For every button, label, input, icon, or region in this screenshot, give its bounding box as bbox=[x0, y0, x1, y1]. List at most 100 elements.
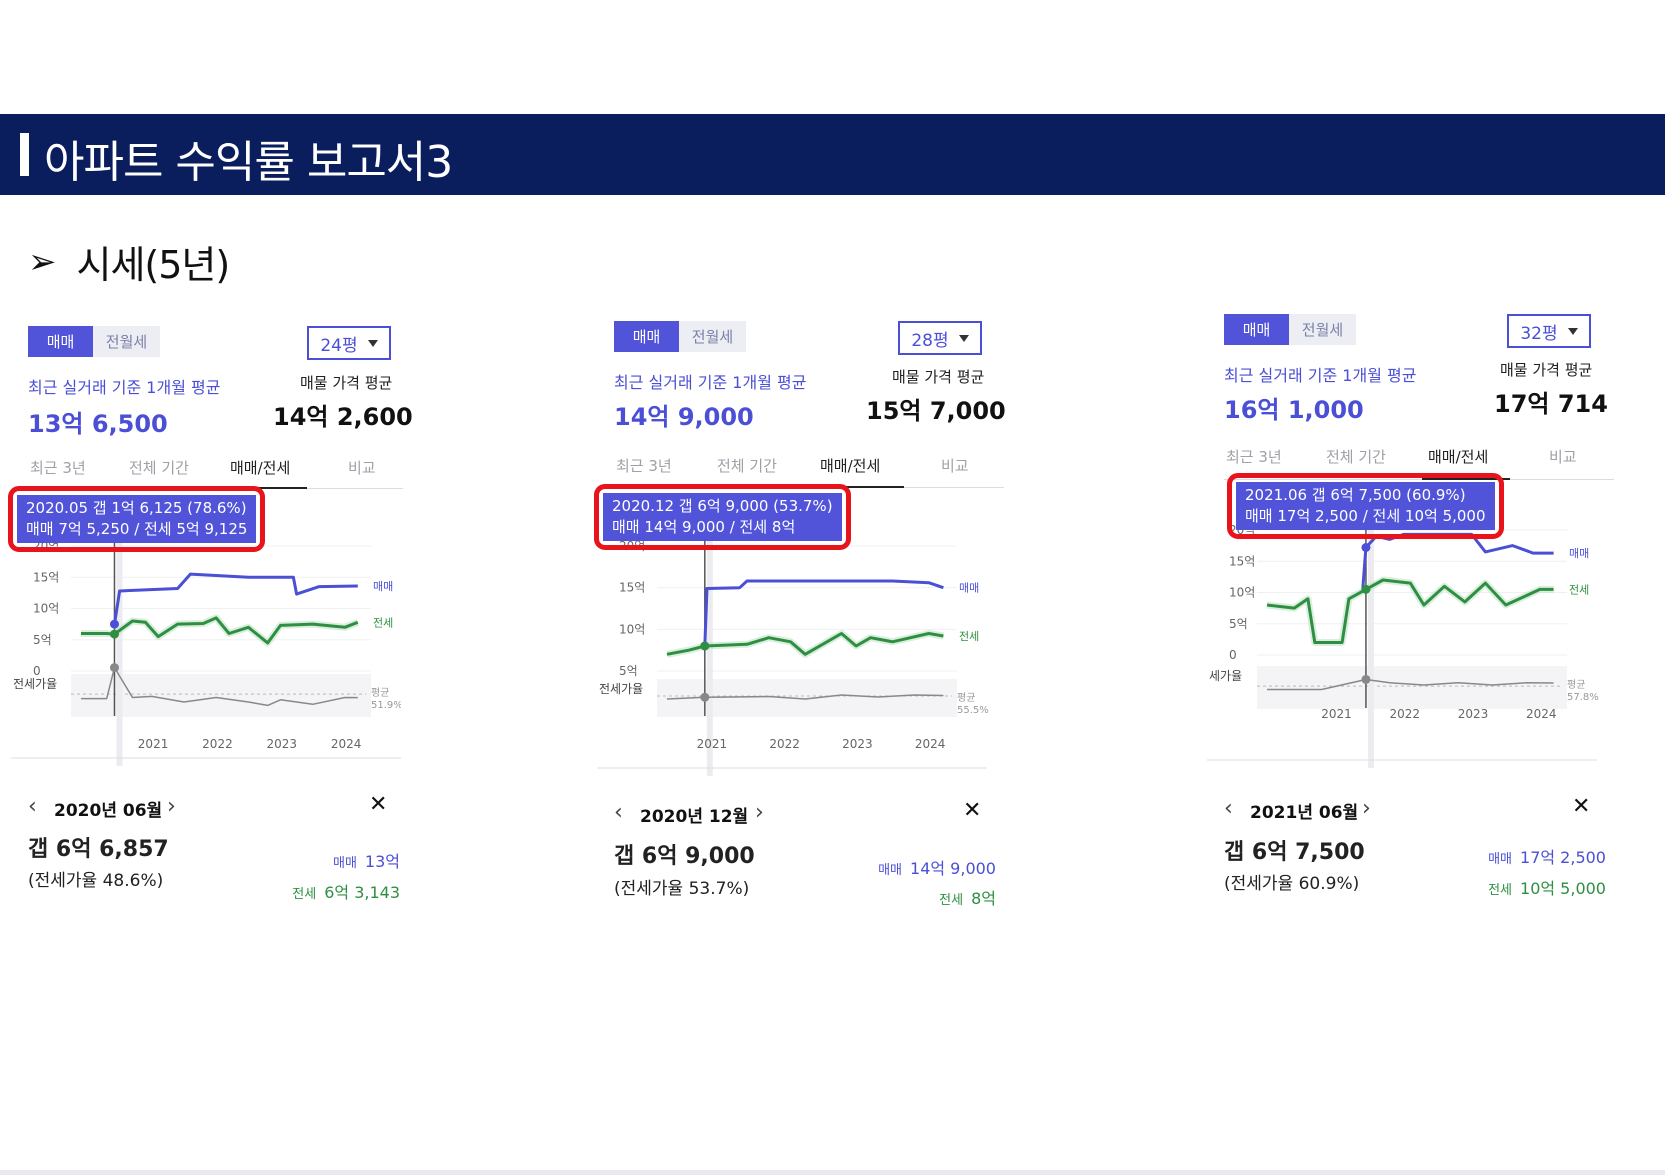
tooltip-line-1: 2021.06 갭 6억 7,500 (60.9%) bbox=[1245, 486, 1466, 504]
jeonse-label: 전세 bbox=[292, 887, 317, 902]
tab-sale-jeonse[interactable]: 매매/전세 bbox=[230, 459, 291, 477]
tab-divider bbox=[1224, 479, 1614, 480]
y-tick-label: 5억 bbox=[1229, 617, 1248, 631]
ratio-end-label: 평균 bbox=[371, 687, 389, 699]
jeonse-label: 전세 bbox=[1488, 883, 1513, 898]
area-select[interactable]: 28평 bbox=[898, 321, 982, 355]
x-tick-label: 2022 bbox=[1389, 707, 1420, 721]
tab-recent-3y[interactable]: 최근 3년 bbox=[616, 457, 672, 475]
active-tab-underline bbox=[224, 487, 307, 489]
highlight-tooltip: 2020.05 갭 1억 6,125 (78.6%) 매매 7억 5,250 /… bbox=[8, 486, 266, 552]
tooltip-line-2: 매매 7억 5,250 / 전세 5억 9,125 bbox=[26, 520, 248, 538]
title-bar: 아파트 수익률 보고서3 bbox=[0, 114, 1665, 195]
highlight-tooltip: 2021.06 갭 6억 7,500 (60.9%) 매매 17억 2,500 … bbox=[1227, 473, 1504, 539]
toggle-rent[interactable]: 전월세 bbox=[93, 326, 160, 357]
listing-price-value: 14억 2,600 bbox=[273, 403, 413, 431]
sale-label: 매매 bbox=[1488, 852, 1513, 867]
series-end-label: 매매 bbox=[373, 580, 393, 593]
listing-price-label: 매물 가격 평균 bbox=[892, 368, 985, 386]
series-end-label: 전세 bbox=[1569, 583, 1589, 596]
chevron-right-icon[interactable]: › bbox=[755, 800, 764, 825]
sale-value: 17억 2,500 bbox=[1520, 848, 1606, 867]
chevron-right-icon[interactable]: › bbox=[1362, 796, 1371, 821]
area-value: 24평 bbox=[320, 335, 358, 356]
ratio-end-value: 55.5% bbox=[957, 705, 989, 716]
ratio-axis-label: 세가율 bbox=[1209, 669, 1242, 683]
ratio-band bbox=[71, 674, 371, 717]
ratio-axis-label: 전세가율 bbox=[13, 677, 57, 691]
tab-all-period[interactable]: 전체 기간 bbox=[129, 459, 189, 477]
jeonse-ratio: (전세가율 53.7%) bbox=[614, 879, 750, 899]
toggle-sale[interactable]: 매매 bbox=[1224, 314, 1289, 345]
ratio-band bbox=[1257, 666, 1567, 709]
section-title: 시세(5년) bbox=[76, 243, 231, 287]
ratio-end-label: 평균 bbox=[957, 692, 975, 704]
x-tick-label: 2022 bbox=[202, 737, 233, 751]
chevron-right-icon[interactable]: › bbox=[167, 794, 176, 819]
tab-recent-3y[interactable]: 최근 3년 bbox=[30, 459, 86, 477]
cursor-point bbox=[1361, 674, 1371, 684]
area-select[interactable]: 32평 bbox=[1507, 314, 1591, 348]
close-icon[interactable]: ✕ bbox=[1572, 794, 1591, 819]
close-icon[interactable]: ✕ bbox=[963, 798, 982, 823]
toggle-rent[interactable]: 전월세 bbox=[679, 321, 746, 352]
cursor-shadow bbox=[116, 536, 123, 766]
toggle-sale[interactable]: 매매 bbox=[28, 326, 93, 357]
tooltip-box: 2021.06 갭 6억 7,500 (60.9%) 매매 17억 2,500 … bbox=[1236, 482, 1495, 530]
highlight-tooltip: 2020.12 갭 6억 9,000 (53.7%) 매매 14억 9,000 … bbox=[594, 484, 851, 550]
area-value: 32평 bbox=[1520, 323, 1558, 344]
y-tick-label: 5억 bbox=[619, 664, 638, 678]
tab-all-period[interactable]: 전체 기간 bbox=[717, 457, 777, 475]
sale-summary: 매매 13억 bbox=[333, 848, 400, 872]
area-value: 28평 bbox=[911, 330, 949, 351]
cursor-point bbox=[109, 663, 119, 673]
y-tick-label: 10억 bbox=[33, 602, 59, 616]
avg-price-label: 최근 실거래 기준 1개월 평균 bbox=[1224, 366, 1417, 385]
trade-type-toggle: 매매 전월세 bbox=[614, 321, 746, 352]
period-tabs: 최근 3년 전체 기간 매매/전세 비교 bbox=[614, 449, 999, 487]
tab-compare[interactable]: 비교 bbox=[348, 459, 376, 477]
price-panel-32: 매매 전월세 32평 최근 실거래 기준 1개월 평균 16억 1,000 매물… bbox=[1207, 314, 1624, 914]
tab-compare[interactable]: 비교 bbox=[941, 457, 969, 475]
jeonse-value: 6억 3,143 bbox=[324, 883, 400, 902]
y-tick-label: 10억 bbox=[619, 622, 645, 636]
x-tick-label: 2023 bbox=[1458, 707, 1489, 721]
close-icon[interactable]: ✕ bbox=[369, 792, 388, 817]
cursor-point bbox=[109, 629, 119, 639]
chevron-left-icon[interactable]: ‹ bbox=[614, 800, 623, 825]
listing-price-value: 15억 7,000 bbox=[866, 397, 1006, 425]
listing-price-label: 매물 가격 평균 bbox=[300, 374, 393, 392]
sale-line bbox=[113, 572, 358, 625]
tab-recent-3y[interactable]: 최근 3년 bbox=[1226, 448, 1282, 466]
chevron-left-icon[interactable]: ‹ bbox=[28, 794, 37, 819]
section-heading: ➢ 시세(5년) bbox=[28, 234, 231, 289]
sale-label: 매매 bbox=[332, 856, 357, 871]
tab-sale-jeonse[interactable]: 매매/전세 bbox=[820, 457, 881, 475]
y-tick-label: 10억 bbox=[1229, 586, 1255, 600]
avg-price-value: 16억 1,000 bbox=[1224, 396, 1364, 424]
tooltip-line-1: 2020.12 갭 6억 9,000 (53.7%) bbox=[612, 497, 833, 515]
area-select[interactable]: 24평 bbox=[307, 326, 391, 360]
chevron-left-icon[interactable]: ‹ bbox=[1224, 796, 1233, 821]
jeonse-line bbox=[666, 632, 944, 656]
jeonse-line bbox=[81, 616, 359, 645]
footer-line bbox=[0, 1170, 1665, 1175]
price-panel-28: 매매 전월세 28평 최근 실거래 기준 1개월 평균 14억 9,000 매물… bbox=[594, 321, 1014, 921]
y-tick-label: 0 bbox=[1229, 648, 1237, 662]
y-tick-label: 15억 bbox=[1229, 554, 1255, 568]
tab-compare[interactable]: 비교 bbox=[1549, 448, 1577, 466]
toggle-sale[interactable]: 매매 bbox=[614, 321, 679, 352]
caret-down-icon bbox=[958, 334, 969, 342]
tooltip-line-2: 매매 17억 2,500 / 전세 10억 5,000 bbox=[1245, 507, 1486, 525]
cursor-shadow bbox=[1367, 528, 1374, 768]
toggle-rent[interactable]: 전월세 bbox=[1289, 314, 1356, 345]
sale-line bbox=[703, 579, 944, 647]
x-tick-label: 2023 bbox=[842, 737, 873, 751]
tab-all-period[interactable]: 전체 기간 bbox=[1326, 448, 1386, 466]
tab-sale-jeonse[interactable]: 매매/전세 bbox=[1428, 448, 1489, 466]
gap-amount: 갭 6억 9,000 bbox=[614, 844, 755, 869]
cursor-point bbox=[1361, 584, 1371, 594]
active-tab-underline bbox=[814, 486, 904, 488]
trade-type-toggle: 매매 전월세 bbox=[28, 326, 160, 357]
